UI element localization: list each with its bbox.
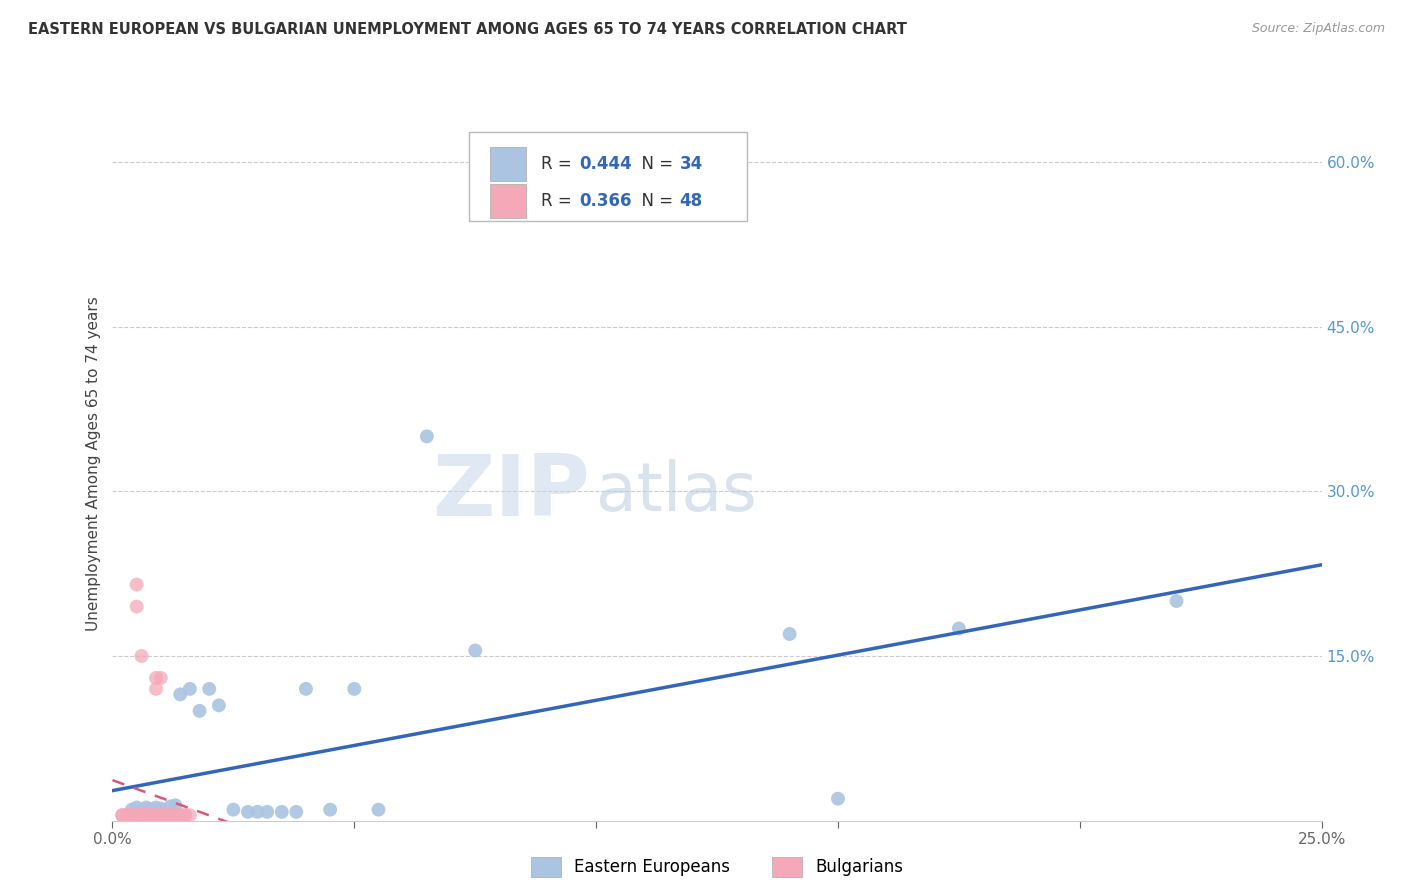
Point xyxy=(149,808,172,822)
Point xyxy=(121,808,143,822)
Text: 0.444: 0.444 xyxy=(579,155,631,173)
Text: N =: N = xyxy=(631,193,679,211)
Point xyxy=(121,803,143,817)
Point xyxy=(948,622,970,636)
Text: ZIP: ZIP xyxy=(433,450,591,534)
Text: 34: 34 xyxy=(679,155,703,173)
Point xyxy=(155,808,177,822)
Point xyxy=(131,808,153,822)
Point xyxy=(125,577,148,591)
Point xyxy=(131,805,153,819)
Point xyxy=(111,808,134,822)
Point xyxy=(174,808,197,822)
Point xyxy=(827,791,849,805)
Text: R =: R = xyxy=(540,193,576,211)
Point xyxy=(159,808,181,822)
Point xyxy=(141,803,163,817)
Point xyxy=(256,805,278,819)
Point xyxy=(141,808,163,822)
Point xyxy=(165,798,187,813)
Point xyxy=(115,808,138,822)
Point xyxy=(188,704,211,718)
Point xyxy=(174,808,197,822)
Point xyxy=(367,803,389,817)
Point xyxy=(145,808,167,822)
Point xyxy=(141,808,163,822)
Point xyxy=(165,808,187,822)
Point xyxy=(135,808,157,822)
Point xyxy=(208,698,231,713)
Point xyxy=(1166,594,1188,608)
Point xyxy=(165,808,187,822)
FancyBboxPatch shape xyxy=(470,132,748,221)
Point xyxy=(236,805,259,819)
Point xyxy=(319,803,342,817)
Point xyxy=(145,800,167,814)
Point xyxy=(135,808,157,822)
Point xyxy=(169,687,191,701)
Point xyxy=(198,681,221,696)
Point xyxy=(464,643,486,657)
Legend: Eastern Europeans, Bulgarians: Eastern Europeans, Bulgarians xyxy=(524,850,910,884)
Point xyxy=(115,808,138,822)
Point xyxy=(179,808,201,822)
Y-axis label: Unemployment Among Ages 65 to 74 years: Unemployment Among Ages 65 to 74 years xyxy=(86,296,101,632)
Point xyxy=(145,671,167,685)
Point xyxy=(131,808,153,822)
Point xyxy=(222,803,245,817)
Point xyxy=(141,808,163,822)
Point xyxy=(285,805,308,819)
Point xyxy=(135,803,157,817)
Point xyxy=(149,808,172,822)
Point xyxy=(145,681,167,696)
FancyBboxPatch shape xyxy=(489,184,526,219)
Point xyxy=(270,805,292,819)
Text: atlas: atlas xyxy=(596,459,756,525)
Point xyxy=(115,808,138,822)
Point xyxy=(121,808,143,822)
Point xyxy=(125,808,148,822)
Point xyxy=(121,808,143,822)
Point xyxy=(149,808,172,822)
Point xyxy=(131,805,153,820)
Point xyxy=(159,808,181,822)
FancyBboxPatch shape xyxy=(489,147,526,181)
Point xyxy=(135,808,157,822)
Text: Source: ZipAtlas.com: Source: ZipAtlas.com xyxy=(1251,22,1385,36)
Point xyxy=(141,808,163,822)
Point xyxy=(779,627,801,641)
Text: 0.366: 0.366 xyxy=(579,193,631,211)
Point xyxy=(169,808,191,822)
Point xyxy=(125,808,148,822)
Point xyxy=(131,808,153,822)
Point xyxy=(149,671,172,685)
Point xyxy=(149,801,172,815)
Point xyxy=(135,800,157,814)
Point xyxy=(155,808,177,822)
Point xyxy=(159,808,181,822)
Point xyxy=(135,808,157,822)
Point xyxy=(343,681,366,696)
Text: 48: 48 xyxy=(679,193,703,211)
Point xyxy=(125,800,148,814)
Point xyxy=(125,808,148,822)
Point xyxy=(135,808,157,822)
Point xyxy=(121,808,143,822)
Point xyxy=(115,808,138,822)
Point xyxy=(179,681,201,696)
Point xyxy=(111,808,134,822)
Point xyxy=(131,648,153,663)
Point xyxy=(125,599,148,614)
Text: R =: R = xyxy=(540,155,576,173)
Point xyxy=(159,799,181,814)
Point xyxy=(295,681,318,696)
Text: EASTERN EUROPEAN VS BULGARIAN UNEMPLOYMENT AMONG AGES 65 TO 74 YEARS CORRELATION: EASTERN EUROPEAN VS BULGARIAN UNEMPLOYME… xyxy=(28,22,907,37)
Point xyxy=(125,805,148,819)
Point xyxy=(131,808,153,822)
Point xyxy=(169,808,191,822)
Text: N =: N = xyxy=(631,155,679,173)
Point xyxy=(155,808,177,822)
Point xyxy=(416,429,439,443)
Point xyxy=(246,805,269,819)
